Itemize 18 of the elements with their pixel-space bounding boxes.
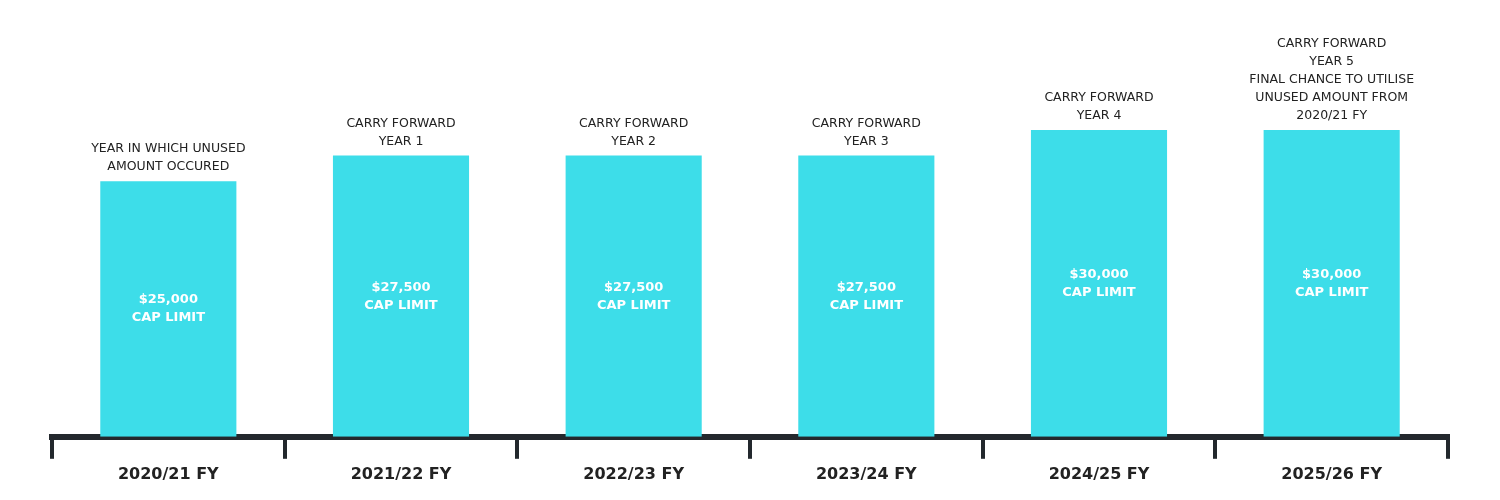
- data-label: $30,000 CAP LIMIT: [1062, 265, 1136, 299]
- x-tick-label: 2020/21 FY: [117, 463, 220, 483]
- annotation: CARRY FORWARD YEAR 1: [346, 114, 456, 148]
- annotation: CARRY FORWARD YEAR 2: [579, 114, 689, 148]
- data-label: $27,500 CAP LIMIT: [596, 278, 671, 312]
- x-tick-label: 2023/24 FY: [815, 463, 918, 483]
- x-tick-label: 2021/22 FY: [350, 463, 452, 483]
- x-tick-label: 2022/23 FY: [583, 463, 685, 483]
- data-label: $30,000 CAP LIMIT: [1294, 265, 1369, 299]
- x-tick-label: 2025/26 FY: [1281, 463, 1383, 483]
- annotation: CARRY FORWARD YEAR 5 FINAL CHANCE TO UTILISE UNUSED AMOUNT FROM 2020/21 FY: [1249, 35, 1415, 123]
- data-label: $27,500 CAP LIMIT: [364, 278, 438, 312]
- annotation: CARRY FORWARD YEAR 3: [811, 114, 921, 148]
- data-label: $25,000 CAP LIMIT: [131, 291, 206, 325]
- data-label: $27,500 CAP LIMIT: [829, 278, 904, 312]
- annotation: YEAR IN WHICH UNUSED AMOUNT OCCURED: [90, 140, 246, 174]
- x-tick-label: 2024/25 FY: [1048, 463, 1150, 483]
- annotation: CARRY FORWARD YEAR 4: [1044, 89, 1154, 123]
